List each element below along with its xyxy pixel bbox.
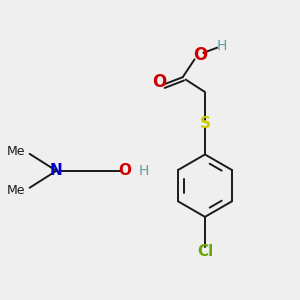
Text: Me: Me xyxy=(7,184,25,196)
Text: O: O xyxy=(118,163,131,178)
Text: O: O xyxy=(194,46,208,64)
Text: H: H xyxy=(139,164,149,178)
Text: O: O xyxy=(152,73,166,91)
Text: Cl: Cl xyxy=(197,244,213,259)
Text: N: N xyxy=(50,163,63,178)
Text: H: H xyxy=(216,39,226,53)
Text: Me: Me xyxy=(7,145,25,158)
Text: S: S xyxy=(200,116,211,131)
